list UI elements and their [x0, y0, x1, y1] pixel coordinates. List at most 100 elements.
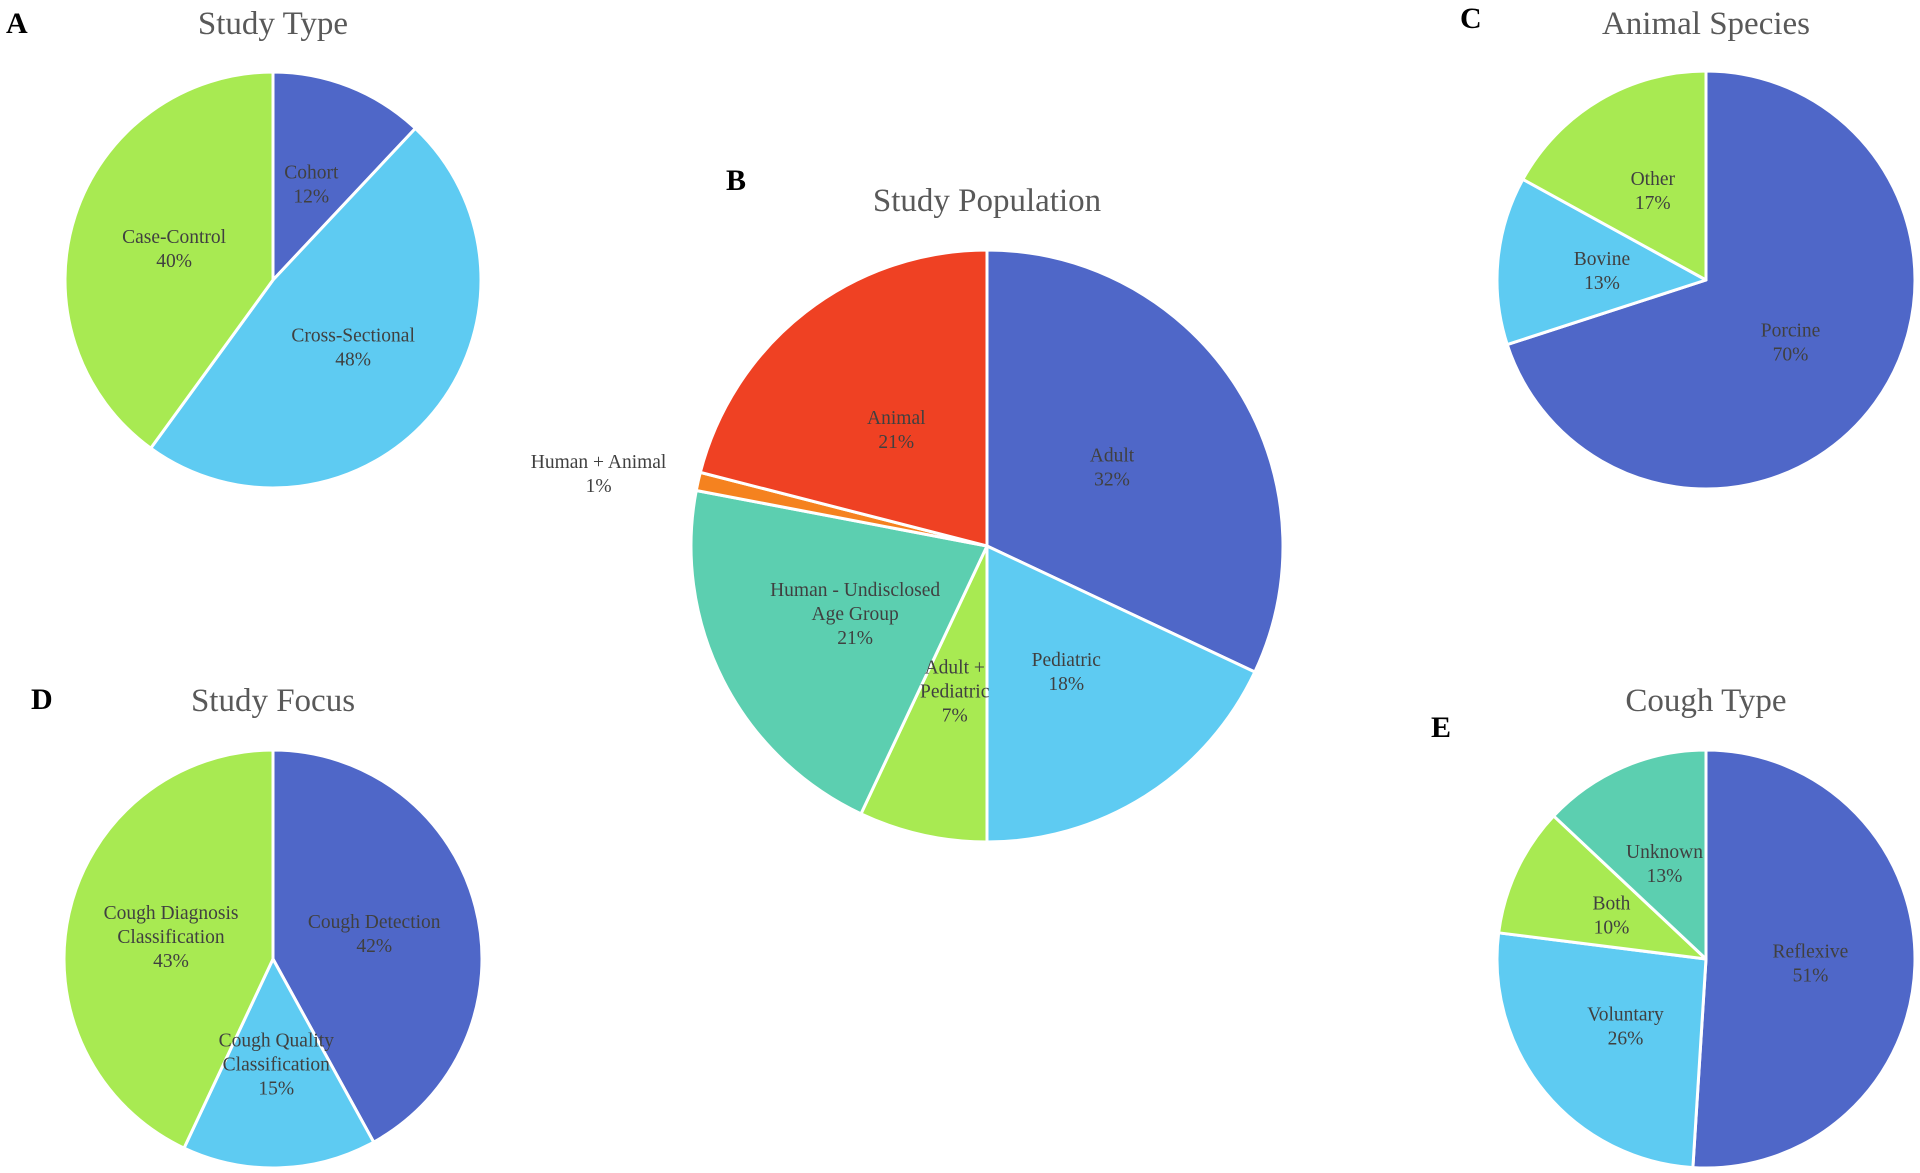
- slice-cough-detection: [271, 748, 484, 1144]
- slice-label-name-line: Adult +: [925, 657, 985, 678]
- panel-a: A Study Type Cohort 12% Cross-Sectional 48%…: [6, 6, 483, 490]
- slice-cross-sectional: [149, 126, 483, 490]
- slice-label-percent: 13%: [1647, 866, 1683, 887]
- slices: [63, 70, 483, 490]
- slice-label-percent: 18%: [1048, 674, 1084, 695]
- slice-case-control: [63, 70, 275, 450]
- slice-label-percent: 42%: [356, 936, 392, 957]
- slice-pediatric: [985, 544, 1257, 844]
- slice-label-name: Voluntary: [1587, 1005, 1664, 1026]
- slice-label-name: Cross-Sectional: [291, 325, 415, 346]
- slice-label-percent: 70%: [1773, 344, 1809, 365]
- slice-label-name-line: Age Group: [812, 604, 899, 625]
- slice-label: Cough Diagnosis Classification 43%: [104, 903, 239, 972]
- slice-label-percent: 40%: [156, 251, 192, 272]
- slice-label-name-line: Human - Undisclosed: [770, 580, 940, 601]
- panel-letter: B: [726, 164, 746, 197]
- slice-adult-pediatric: [859, 544, 989, 844]
- slice-label: Cough Detection 42%: [308, 912, 441, 957]
- slice-cough-quality-classification: [182, 957, 376, 1170]
- slice-label-name: Human - Undisclosed Age Group: [770, 580, 940, 625]
- slice-cohort: [271, 70, 417, 282]
- slice-adult: [985, 248, 1285, 674]
- slice-label-name: Cough Detection: [308, 912, 441, 933]
- slice-label: Other 17%: [1631, 169, 1676, 214]
- slice-label-percent: 15%: [258, 1078, 294, 1099]
- slice-label-name-line: Pediatric: [920, 681, 990, 702]
- slice-label-percent: 1%: [586, 476, 612, 497]
- slice-both: [1497, 814, 1708, 961]
- slice-unknown: [1552, 748, 1708, 961]
- slice-labels: Cough Detection 42% Cough Quality Classific…: [104, 903, 441, 1099]
- slice-label-percent: 32%: [1094, 470, 1130, 491]
- slice-label-name: Cough Quality Classification: [219, 1030, 335, 1075]
- slice-labels: Porcine 70% Bovine 13% Other 17%: [1574, 169, 1821, 365]
- slice-label: Both 10%: [1592, 894, 1630, 939]
- slice-animal: [698, 248, 989, 548]
- slice-label-name: Human + Animal: [531, 452, 667, 473]
- panel-letter: C: [1460, 2, 1482, 35]
- slice-label: Porcine 70%: [1761, 320, 1821, 365]
- panel-letter: D: [31, 683, 53, 716]
- slice-label-percent: 7%: [942, 705, 968, 726]
- slice-label-percent: 51%: [1793, 965, 1829, 986]
- slice-labels: Reflexive 51% Voluntary 26% Both 10% Unknown 13…: [1587, 842, 1848, 1050]
- slice-label-percent: 21%: [837, 628, 873, 649]
- slice-label: Voluntary 26%: [1587, 1005, 1664, 1050]
- slice-label-name: Cough Diagnosis Classification: [104, 903, 239, 948]
- slice-label-name-line: Cough Quality: [219, 1030, 335, 1051]
- slice-label-name: Pediatric: [1032, 650, 1102, 671]
- slice-label: Pediatric 18%: [1032, 650, 1102, 695]
- slice-label: Human + Animal 1%: [531, 452, 667, 497]
- slice-label-name: Porcine: [1761, 320, 1821, 341]
- slice-cough-diagnosis-classification: [62, 748, 275, 1150]
- slice-label-name: Adult: [1090, 446, 1135, 467]
- slice-label: Reflexive 51%: [1773, 941, 1849, 986]
- slice-label-name-line: Classification: [223, 1054, 330, 1075]
- panel-d: D Study Focus Cough Detection 42% Cough Qu…: [31, 683, 484, 1170]
- chart-title: Study Population: [873, 183, 1101, 219]
- panel-e: E Cough Type Reflexive 51% Voluntary 26% Bot…: [1431, 683, 1917, 1170]
- slice-label-name-line: Cough Diagnosis: [104, 903, 239, 924]
- panel-b: B Study Population Adult 32% Pediatric 18% A…: [531, 164, 1285, 844]
- slice-porcine: [1505, 69, 1917, 491]
- slices: [62, 748, 484, 1170]
- slice-label: Adult + Pediatric 7%: [920, 657, 990, 726]
- slice-voluntary: [1495, 931, 1708, 1170]
- slice-label: Unknown 13%: [1626, 842, 1703, 887]
- slice-label-name: Reflexive: [1773, 941, 1849, 962]
- chart-title: Cough Type: [1625, 683, 1786, 719]
- slice-label-name: Both: [1592, 894, 1630, 915]
- slices: [1495, 748, 1917, 1170]
- slice-label-name: Bovine: [1574, 249, 1630, 270]
- slice-label-percent: 17%: [1635, 193, 1671, 214]
- slice-label-percent: 26%: [1608, 1029, 1644, 1050]
- slices: [1495, 69, 1917, 491]
- slice-label: Cohort 12%: [284, 162, 339, 207]
- slice-label-name: Unknown: [1626, 842, 1703, 863]
- slice-labels: Cohort 12% Cross-Sectional 48% Case-Control 4…: [122, 162, 415, 370]
- slice-label: Cough Quality Classification 15%: [219, 1030, 335, 1099]
- slice-label: Adult 32%: [1090, 446, 1135, 491]
- slice-label: Animal 21%: [867, 408, 926, 453]
- slice-label-percent: 43%: [153, 951, 189, 972]
- panel-letter: E: [1431, 711, 1451, 744]
- panel-c: C Animal Species Porcine 70% Bovine 13% Othe…: [1460, 2, 1917, 491]
- slice-label: Case-Control 40%: [122, 227, 227, 272]
- slice-label-name-line: Classification: [117, 927, 224, 948]
- slice-label-percent: 10%: [1594, 918, 1630, 939]
- slice-label: Human - Undisclosed Age Group 21%: [770, 580, 940, 649]
- slice-label-percent: 13%: [1584, 273, 1620, 294]
- slice-reflexive: [1691, 748, 1917, 1170]
- slice-label-name: Case-Control: [122, 227, 227, 248]
- slice-label-name: Animal: [867, 408, 926, 429]
- slice-label-name: Cohort: [284, 162, 339, 183]
- chart-title: Study Focus: [191, 683, 355, 719]
- slice-human-undisclosed-age-group: [689, 489, 989, 816]
- slice-label-percent: 48%: [335, 349, 371, 370]
- slice-bovine: [1495, 177, 1708, 347]
- slice-label-percent: 12%: [293, 186, 329, 207]
- chart-title: Study Type: [198, 6, 348, 42]
- slice-label-name: Other: [1631, 169, 1676, 190]
